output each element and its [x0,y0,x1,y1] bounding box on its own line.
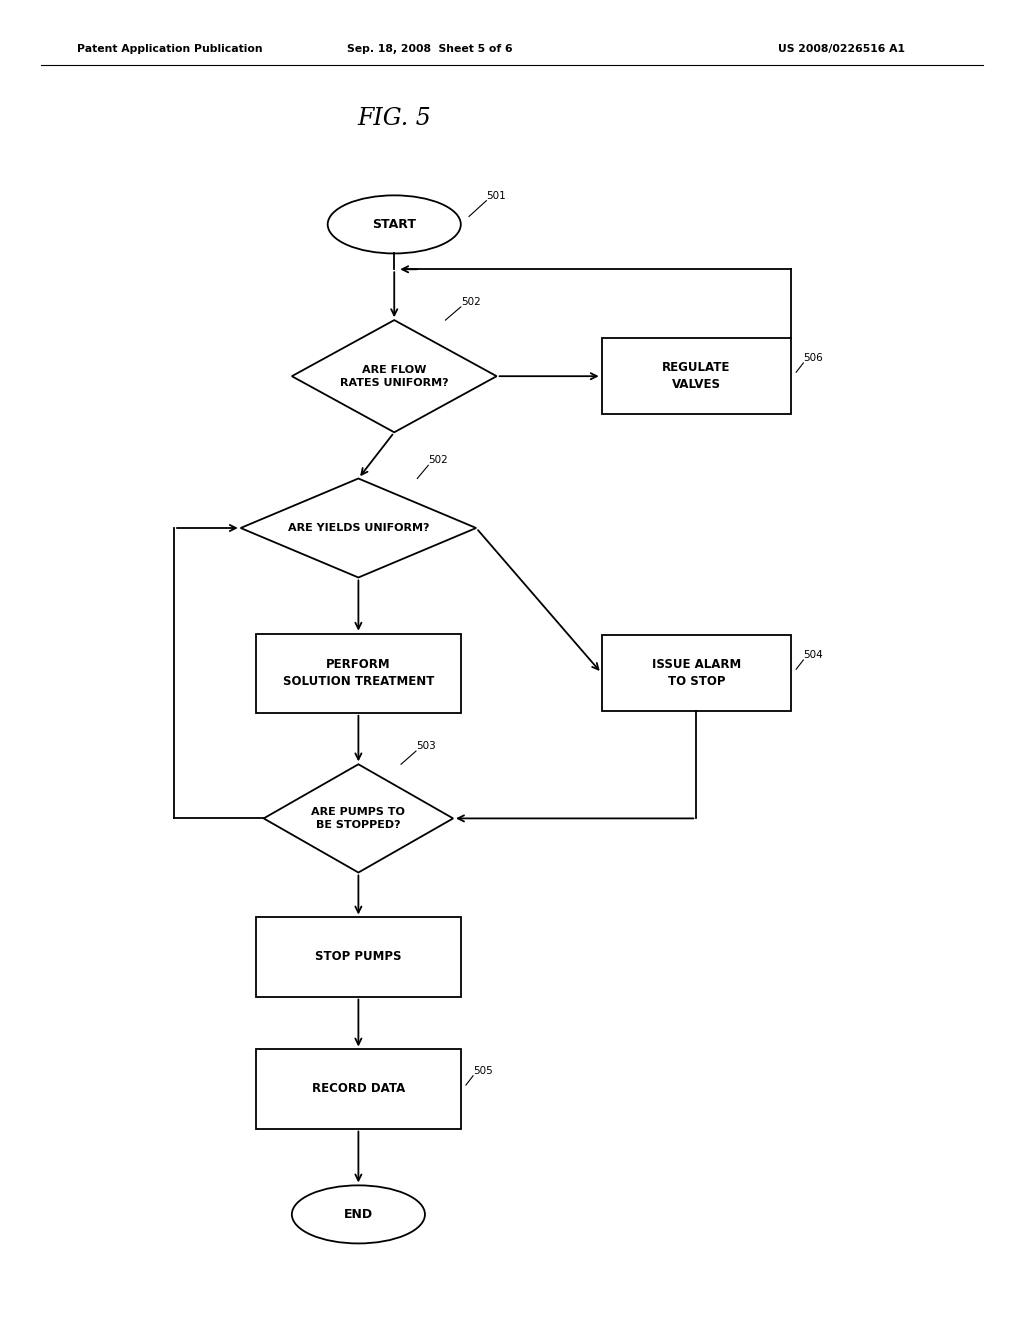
Text: 503: 503 [416,741,436,751]
Text: STOP PUMPS: STOP PUMPS [315,950,401,964]
Text: Sep. 18, 2008  Sheet 5 of 6: Sep. 18, 2008 Sheet 5 of 6 [347,44,513,54]
Text: START: START [373,218,416,231]
Text: RECORD DATA: RECORD DATA [311,1082,406,1096]
Text: 501: 501 [486,190,506,201]
Text: 505: 505 [473,1065,493,1076]
Bar [256,1049,461,1129]
Text: FIG. 5: FIG. 5 [357,107,431,131]
Text: PERFORM
SOLUTION TREATMENT: PERFORM SOLUTION TREATMENT [283,659,434,688]
Bar [256,634,461,713]
Bar [602,635,791,711]
Text: END: END [344,1208,373,1221]
Text: ARE YIELDS UNIFORM?: ARE YIELDS UNIFORM? [288,523,429,533]
Text: Patent Application Publication: Patent Application Publication [77,44,262,54]
Text: US 2008/0226516 A1: US 2008/0226516 A1 [778,44,905,54]
Text: 504: 504 [804,649,823,660]
Bar [256,917,461,997]
Text: 506: 506 [804,352,823,363]
Text: ARE FLOW
RATES UNIFORM?: ARE FLOW RATES UNIFORM? [340,364,449,388]
Text: 502: 502 [428,455,449,466]
Text: ARE PUMPS TO
BE STOPPED?: ARE PUMPS TO BE STOPPED? [311,807,406,830]
Text: REGULATE
VALVES: REGULATE VALVES [663,362,730,391]
Text: 502: 502 [461,297,480,308]
Bar [602,338,791,414]
Text: ISSUE ALARM
TO STOP: ISSUE ALARM TO STOP [651,659,741,688]
